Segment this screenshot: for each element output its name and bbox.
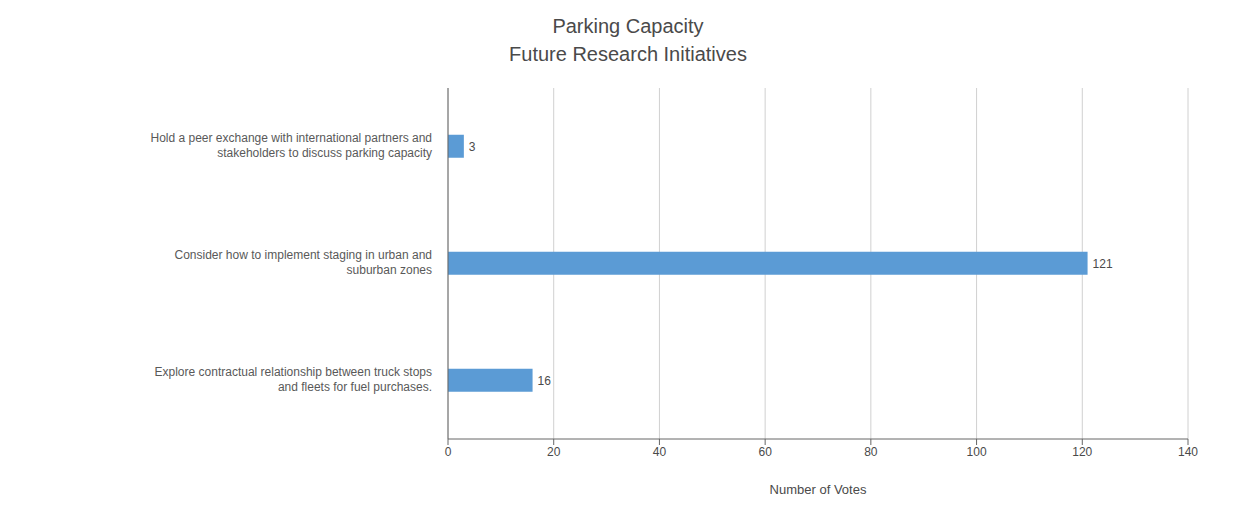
svg-text:Explore contractual relationsh: Explore contractual relationship between… (155, 365, 432, 379)
svg-text:Hold a peer exchange with inte: Hold a peer exchange with international … (150, 131, 432, 145)
svg-text:suburban zones: suburban zones (347, 263, 432, 277)
svg-text:3: 3 (469, 140, 476, 154)
html-text:Future Research Initiatives: Future Research Initiatives (509, 43, 747, 65)
svg-text:120: 120 (1072, 445, 1092, 459)
svg-text:100: 100 (967, 445, 987, 459)
svg-text:16: 16 (538, 374, 552, 388)
html-text:Parking Capacity: Parking Capacity (552, 15, 704, 37)
svg-text:stakeholders to discuss parkin: stakeholders to discuss parking capacity (217, 146, 432, 160)
svg-text:0: 0 (445, 445, 452, 459)
svg-text:80: 80 (864, 445, 878, 459)
svg-text:and fleets for fuel purchases.: and fleets for fuel purchases. (278, 380, 432, 394)
svg-text:140: 140 (1178, 445, 1198, 459)
svg-text:60: 60 (758, 445, 772, 459)
svg-text:20: 20 (547, 445, 561, 459)
svg-text:Number of Votes: Number of Votes (770, 482, 867, 497)
svg-text:Consider how to implement stag: Consider how to implement staging in urb… (175, 248, 432, 262)
svg-text:121: 121 (1093, 257, 1113, 271)
svg-text:40: 40 (653, 445, 667, 459)
